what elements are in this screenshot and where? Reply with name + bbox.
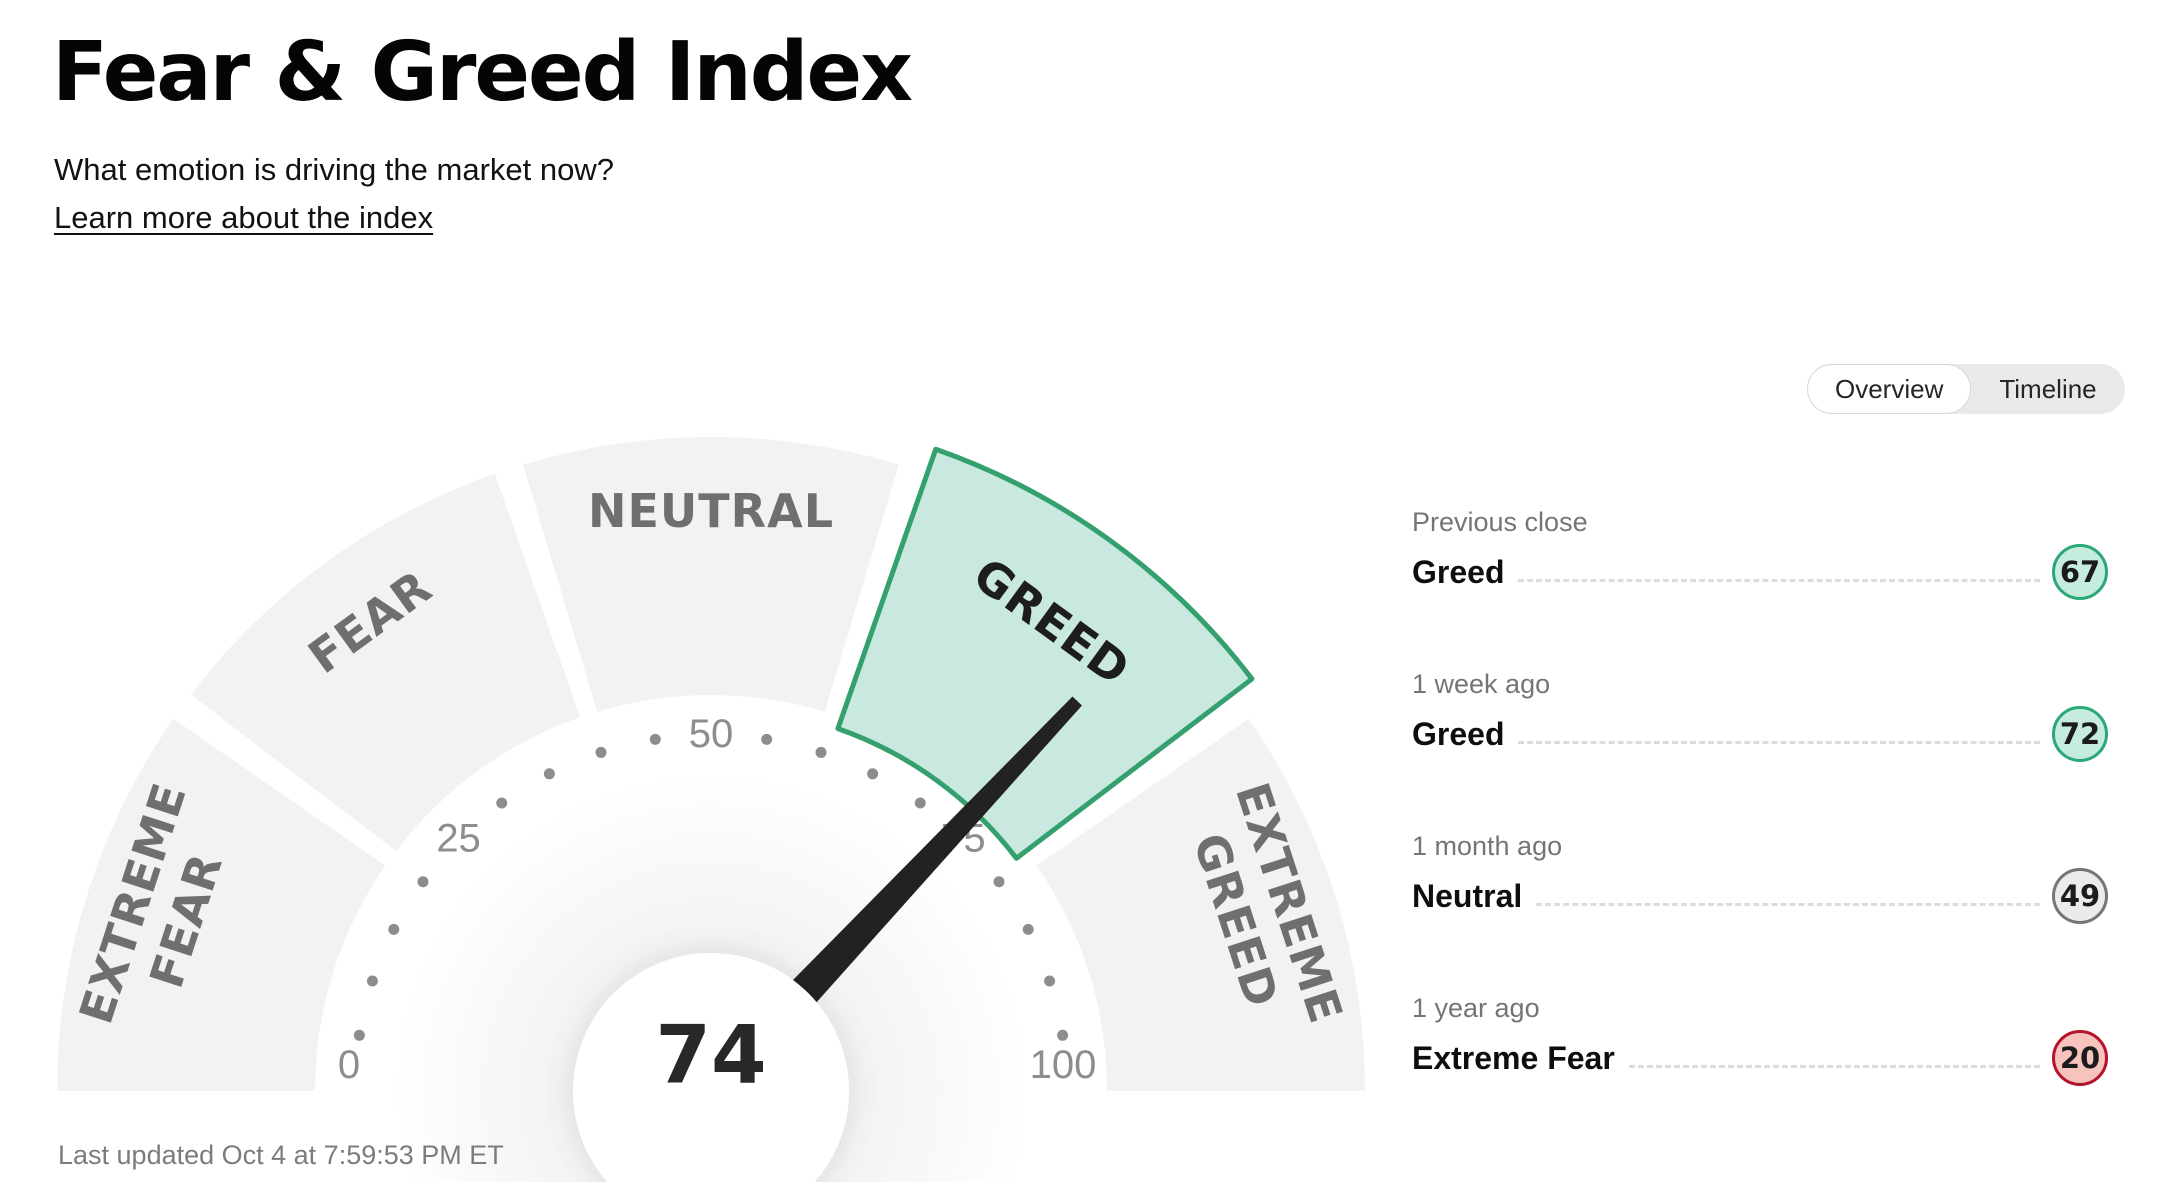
gauge-segment-label: NEUTRAL bbox=[588, 484, 834, 538]
gauge-tick-label-0: 0 bbox=[338, 1043, 360, 1087]
history-row: 1 month ago Neutral 49 bbox=[1412, 830, 2108, 924]
gauge-tick-label-50: 50 bbox=[689, 712, 734, 756]
history-row: Previous close Greed 67 bbox=[1412, 506, 2108, 600]
history-row: 1 year ago Extreme Fear 20 bbox=[1412, 992, 2108, 1086]
history-rating-label: Neutral bbox=[1412, 877, 1523, 914]
history-period-label: 1 week ago bbox=[1412, 669, 1551, 699]
gauge-segment-neutral bbox=[523, 437, 899, 712]
page-subtitle: What emotion is driving the market now? bbox=[54, 152, 614, 187]
gauge-value: 74 bbox=[655, 1009, 766, 1102]
dashed-leader bbox=[1536, 902, 2040, 906]
history-value-badge: 49 bbox=[2052, 868, 2108, 924]
dashed-leader bbox=[1518, 740, 2040, 744]
history-value-badge: 20 bbox=[2052, 1030, 2108, 1086]
gauge-tick-dot bbox=[366, 975, 378, 987]
history-period-label: 1 month ago bbox=[1412, 831, 1563, 861]
page-header: Fear & Greed Index bbox=[52, 25, 913, 120]
gauge-tick-dot bbox=[993, 876, 1005, 888]
gauge-segment-greed bbox=[835, 446, 1255, 861]
history-value-badge: 67 bbox=[2052, 544, 2108, 600]
history-rating-label: Extreme Fear bbox=[1412, 1039, 1615, 1076]
gauge-tick-dot bbox=[761, 733, 773, 745]
gauge-svg: EXTREMEFEARFEARNEUTRALGREEDEXTREMEGREED0… bbox=[57, 437, 1365, 1187]
gauge-tick-label-25: 25 bbox=[436, 817, 481, 861]
gauge-segment-fear bbox=[190, 473, 581, 852]
gauge-tick-dot bbox=[914, 797, 926, 809]
history-panel: Previous close Greed 67 1 week ago Greed… bbox=[1412, 506, 2108, 1154]
gauge-tick-dot bbox=[496, 797, 508, 809]
gauge-segment-extreme-greed bbox=[1036, 718, 1365, 1091]
toggle-option-timeline[interactable]: Timeline bbox=[1999, 373, 2097, 404]
gauge-tick-dot bbox=[649, 733, 661, 745]
history-value-badge: 72 bbox=[2052, 706, 2108, 762]
gauge-tick-dot bbox=[417, 876, 429, 888]
history-period-label: 1 year ago bbox=[1412, 993, 1540, 1023]
dashed-leader bbox=[1518, 578, 2040, 582]
learn-more-link[interactable]: Learn more about the index bbox=[54, 200, 434, 235]
page-title: Fear & Greed Index bbox=[52, 25, 913, 120]
gauge-center-hub bbox=[573, 953, 849, 1187]
gauge-tick-dot bbox=[353, 1029, 365, 1041]
gauge-tick-dot bbox=[867, 768, 879, 780]
history-period-label: Previous close bbox=[1412, 507, 1588, 537]
gauge-tick-dot bbox=[1044, 975, 1056, 987]
gauge-tick-dot bbox=[1057, 1029, 1069, 1041]
gauge-tick-label-100: 100 bbox=[1030, 1043, 1097, 1087]
dashed-leader bbox=[1628, 1064, 2040, 1068]
fear-greed-gauge: EXTREMEFEAR FEAR NEUTRAL GREED EXTREMEGREED 0… bbox=[40, 410, 1385, 1187]
gauge-segment-extreme-fear bbox=[57, 718, 386, 1091]
gauge-needle bbox=[770, 696, 1082, 1027]
toggle-option-overview[interactable]: Overview bbox=[1807, 364, 1972, 414]
last-updated-text: Last updated Oct 4 at 7:59:53 PM ET bbox=[58, 1140, 504, 1170]
history-row: 1 week ago Greed 72 bbox=[1412, 668, 2108, 762]
gauge-tick-dot bbox=[815, 746, 827, 758]
view-toggle: Overview Timeline bbox=[1807, 364, 2125, 414]
gauge-tick-dot bbox=[543, 768, 555, 780]
gauge-tick-dot bbox=[595, 746, 607, 758]
history-rating-label: Greed bbox=[1412, 553, 1505, 590]
gauge-tick-dot bbox=[1022, 923, 1034, 935]
history-rating-label: Greed bbox=[1412, 715, 1505, 752]
gauge-tick-dot bbox=[388, 923, 400, 935]
